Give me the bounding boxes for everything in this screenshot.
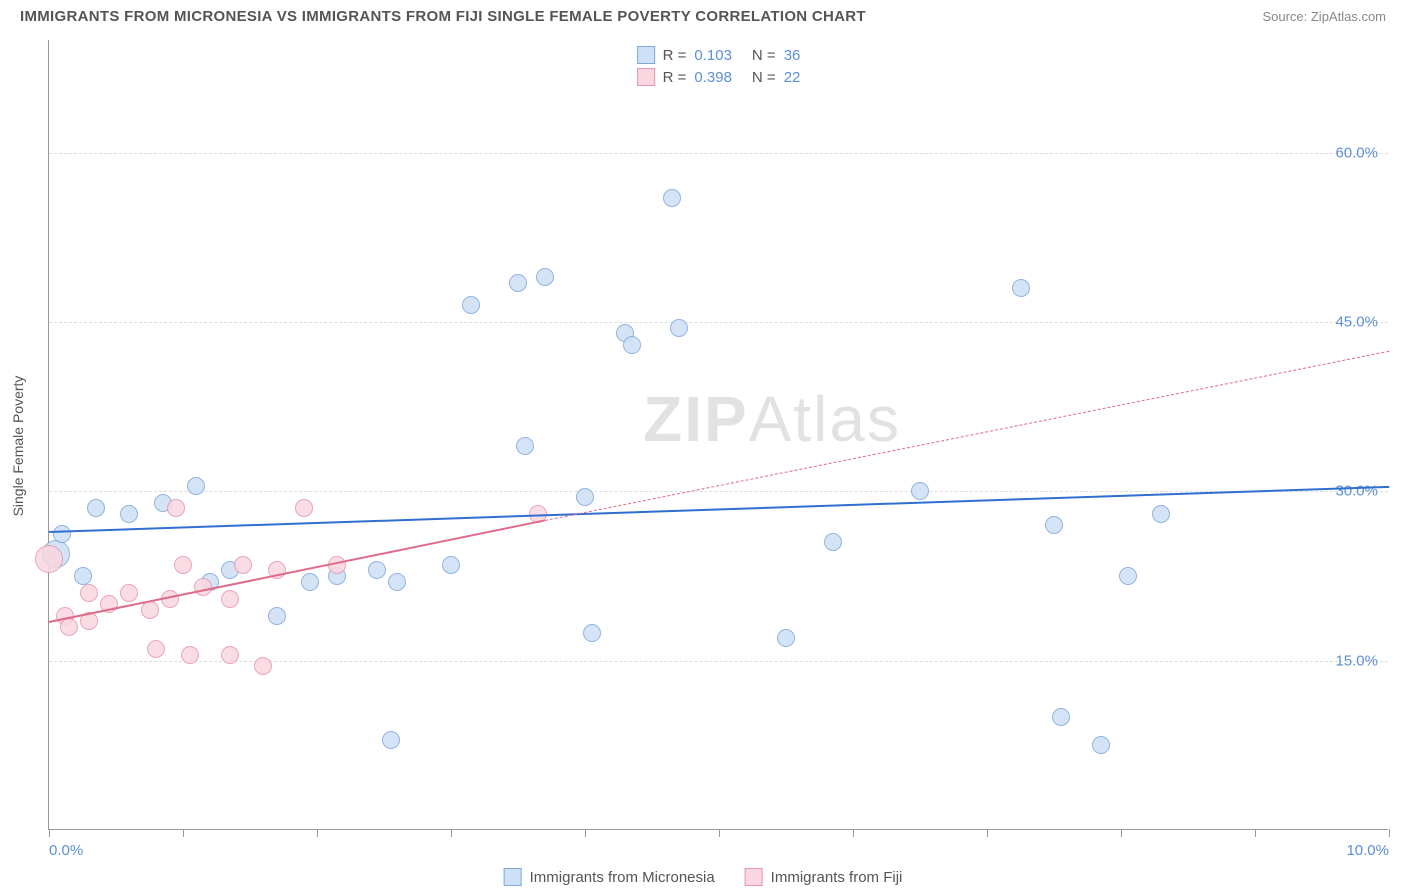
data-point-fiji [35,545,63,573]
x-tick [719,829,720,837]
trend-line [49,486,1389,533]
watermark: ZIPAtlas [643,382,901,456]
data-point-micronesia [623,336,641,354]
data-point-micronesia [368,561,386,579]
data-point-micronesia [1092,736,1110,754]
trend-line [49,520,545,624]
x-tick [49,829,50,837]
swatch-icon [637,46,655,64]
legend-row-fiji: R = 0.398 N = 22 [637,66,801,88]
data-point-micronesia [1045,516,1063,534]
x-tick [1255,829,1256,837]
data-point-micronesia [187,477,205,495]
data-point-micronesia [663,189,681,207]
chart-plot-area: ZIPAtlas R = 0.103 N = 36 R = 0.398 N = … [48,40,1388,830]
legend-item-fiji: Immigrants from Fiji [745,868,903,886]
data-point-micronesia [1012,279,1030,297]
x-tick [1389,829,1390,837]
swatch-icon [637,68,655,86]
data-point-fiji [234,556,252,574]
data-point-micronesia [53,525,71,543]
data-point-fiji [221,646,239,664]
data-point-fiji [174,556,192,574]
data-point-micronesia [777,629,795,647]
trend-line [545,350,1389,520]
data-point-micronesia [382,731,400,749]
x-tick [853,829,854,837]
x-tick-label: 0.0% [49,842,83,859]
y-tick-label: 45.0% [1335,314,1378,331]
x-tick [183,829,184,837]
legend-row-micronesia: R = 0.103 N = 36 [637,44,801,66]
data-point-micronesia [583,624,601,642]
x-tick [987,829,988,837]
legend-item-micronesia: Immigrants from Micronesia [504,868,715,886]
data-point-micronesia [1052,708,1070,726]
y-tick-label: 15.0% [1335,652,1378,669]
data-point-fiji [167,499,185,517]
data-point-fiji [80,584,98,602]
data-point-fiji [60,618,78,636]
data-point-micronesia [509,274,527,292]
x-tick [451,829,452,837]
correlation-legend: R = 0.103 N = 36 R = 0.398 N = 22 [627,40,811,92]
data-point-micronesia [388,573,406,591]
x-tick-label: 10.0% [1346,842,1389,859]
chart-header: IMMIGRANTS FROM MICRONESIA VS IMMIGRANTS… [0,0,1406,33]
gridline [49,153,1388,154]
data-point-micronesia [87,499,105,517]
data-point-micronesia [462,296,480,314]
swatch-icon [745,868,763,886]
data-point-fiji [120,584,138,602]
data-point-fiji [147,640,165,658]
series-legend: Immigrants from Micronesia Immigrants fr… [504,868,903,886]
y-tick-label: 60.0% [1335,144,1378,161]
data-point-fiji [181,646,199,664]
x-tick [317,829,318,837]
y-axis-label: Single Female Poverty [10,376,26,517]
data-point-micronesia [824,533,842,551]
data-point-micronesia [120,505,138,523]
data-point-micronesia [268,607,286,625]
data-point-fiji [295,499,313,517]
data-point-micronesia [1119,567,1137,585]
data-point-fiji [254,657,272,675]
x-tick [1121,829,1122,837]
data-point-micronesia [1152,505,1170,523]
data-point-micronesia [911,482,929,500]
source-label: Source: ZipAtlas.com [1262,9,1386,24]
x-tick [585,829,586,837]
gridline [49,661,1388,662]
gridline [49,322,1388,323]
data-point-micronesia [301,573,319,591]
data-point-micronesia [576,488,594,506]
chart-title: IMMIGRANTS FROM MICRONESIA VS IMMIGRANTS… [20,8,866,25]
data-point-micronesia [670,319,688,337]
data-point-micronesia [74,567,92,585]
data-point-micronesia [442,556,460,574]
data-point-micronesia [516,437,534,455]
data-point-fiji [221,590,239,608]
data-point-micronesia [536,268,554,286]
swatch-icon [504,868,522,886]
